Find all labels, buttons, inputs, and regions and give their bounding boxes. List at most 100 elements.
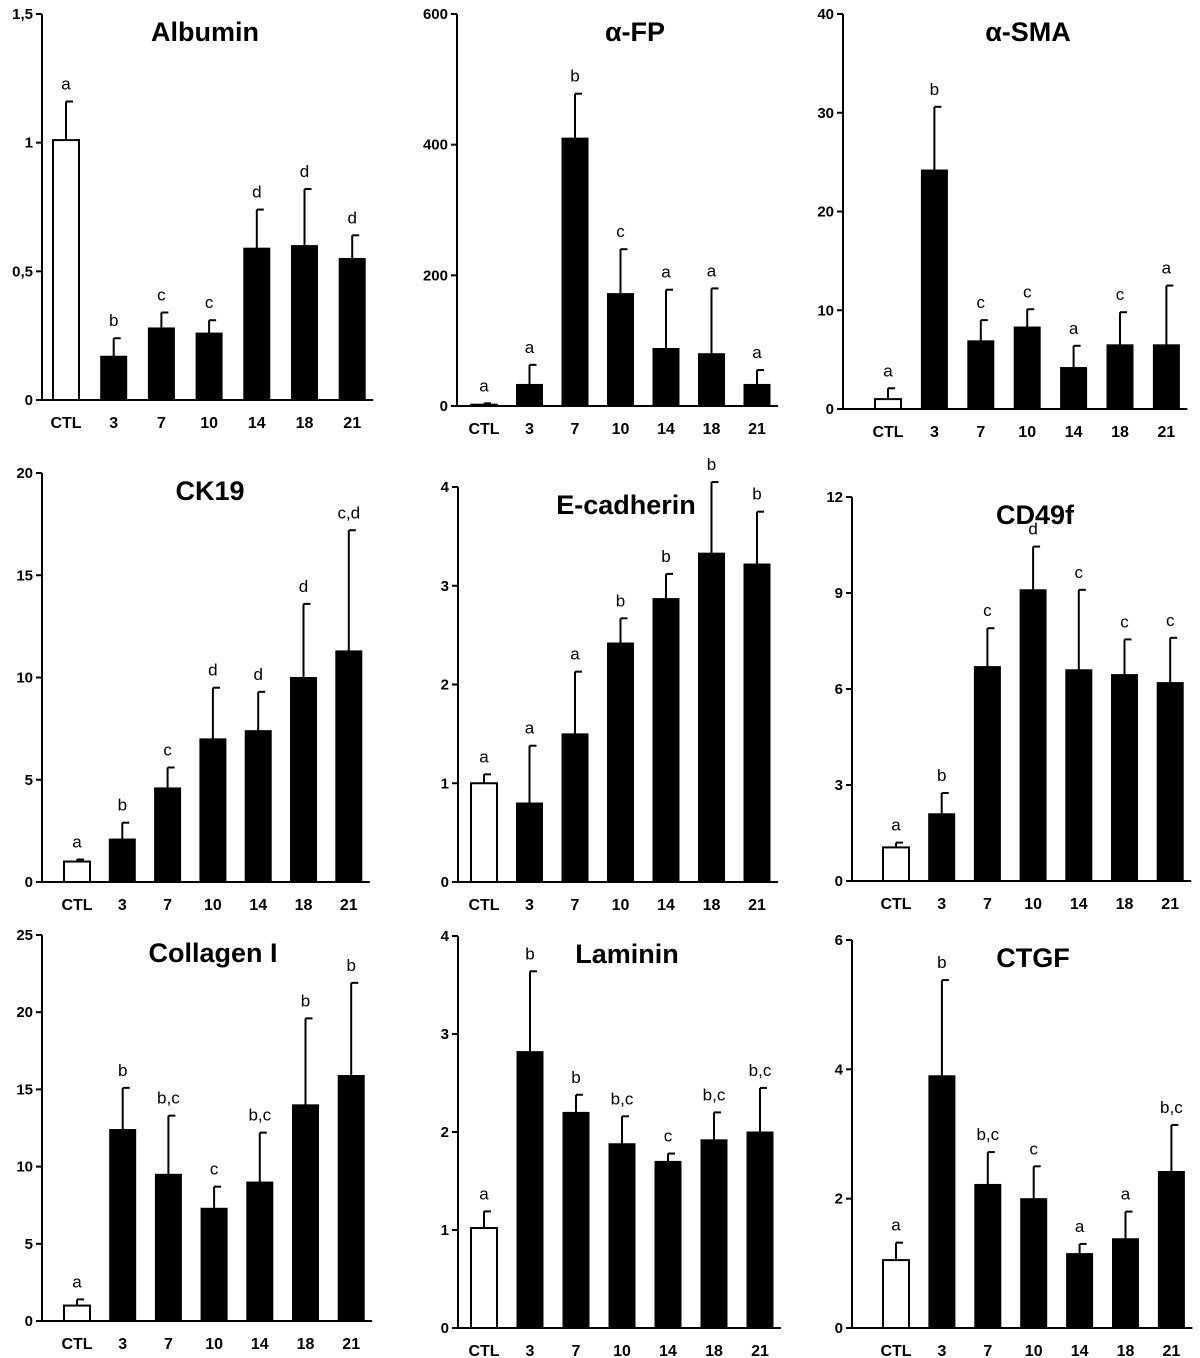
- bar: [338, 257, 366, 401]
- x-tick-label: 3: [118, 897, 127, 914]
- bar: [291, 245, 318, 401]
- significance-label: b: [661, 547, 670, 566]
- x-tick-label: CTL: [61, 897, 92, 914]
- x-tick-label: 14: [1070, 896, 1088, 913]
- x-tick-label: 3: [937, 896, 946, 913]
- bar: [928, 813, 956, 882]
- x-tick-label: 18: [1111, 424, 1129, 441]
- bar: [920, 169, 948, 410]
- y-tick-label: 0: [441, 1320, 449, 1337]
- bar: [100, 355, 128, 401]
- x-tick-label: 10: [613, 1343, 631, 1358]
- bar: [1106, 344, 1134, 410]
- significance-label: c: [163, 740, 172, 759]
- significance-label: a: [525, 719, 535, 738]
- significance-label: d: [347, 208, 356, 227]
- y-tick-label: 6: [835, 932, 843, 949]
- bar: [63, 860, 91, 883]
- y-tick-label: 0: [441, 874, 449, 891]
- significance-label: d: [1028, 520, 1037, 539]
- bar: [882, 1259, 910, 1329]
- bar: [973, 666, 1001, 882]
- significance-label: a: [525, 338, 535, 357]
- y-tick-label: 4: [441, 928, 450, 945]
- x-tick-label: 3: [930, 424, 939, 441]
- significance-label: a: [479, 747, 489, 766]
- x-tick-label: 21: [748, 897, 766, 914]
- significance-label: a: [891, 1216, 901, 1235]
- y-tick-label: 1: [25, 135, 33, 152]
- bar: [607, 293, 634, 407]
- y-tick-label: 10: [16, 670, 33, 687]
- bar: [562, 1111, 590, 1329]
- x-tick-label: 7: [163, 897, 172, 914]
- chart-title: CK19: [175, 476, 244, 506]
- x-tick-label: 18: [1116, 896, 1134, 913]
- bar: [967, 340, 995, 410]
- significance-label: b: [301, 991, 310, 1010]
- y-tick-label: 40: [817, 6, 834, 23]
- chart-title: Collagen I: [148, 938, 277, 968]
- x-tick-label: 10: [1024, 896, 1042, 913]
- chart-panel: CTGF 0 2 4 6 a CTL b 3 b,c 7 c 10 a 14 a 18 b,c 21: [835, 932, 1193, 1358]
- bar: [337, 1075, 365, 1322]
- significance-label: b,c: [976, 1125, 999, 1144]
- x-tick-label: 7: [976, 424, 985, 441]
- x-tick-label: 14: [249, 897, 267, 914]
- bar: [607, 642, 634, 883]
- significance-label: a: [707, 261, 717, 280]
- y-tick-label: 5: [25, 772, 33, 789]
- x-tick-label: 10: [612, 897, 630, 914]
- significance-label: a: [891, 816, 901, 835]
- y-tick-label: 2: [835, 1191, 843, 1208]
- chart-title: CD49f: [996, 500, 1075, 530]
- y-tick-label: 4: [835, 1061, 844, 1078]
- x-tick-label: 10: [205, 1336, 223, 1353]
- x-tick-label: 3: [525, 897, 534, 914]
- significance-label: a: [61, 74, 71, 93]
- bar: [470, 403, 498, 407]
- y-tick-label: 0: [835, 873, 843, 890]
- significance-label: a: [1162, 259, 1172, 278]
- x-tick-label: 14: [251, 1336, 269, 1353]
- x-tick-label: CTL: [880, 1343, 911, 1358]
- bar: [52, 139, 80, 402]
- x-tick-label: CTL: [872, 424, 903, 441]
- x-tick-label: 3: [937, 1343, 946, 1358]
- bar: [874, 398, 902, 410]
- chart-title: Laminin: [575, 939, 679, 969]
- significance-label: a: [479, 376, 489, 395]
- bar: [928, 1075, 956, 1329]
- significance-label: b: [118, 1061, 127, 1080]
- x-tick-label: 3: [525, 421, 534, 438]
- chart-title: E-cadherin: [556, 490, 696, 520]
- x-tick-label: 3: [118, 1336, 127, 1353]
- significance-label: c: [1120, 612, 1129, 631]
- x-tick-label: 14: [1065, 424, 1083, 441]
- bar: [652, 598, 680, 883]
- significance-label: b: [707, 455, 716, 474]
- significance-label: d: [252, 183, 261, 202]
- x-tick-label: 21: [751, 1343, 769, 1358]
- bar: [1157, 1171, 1185, 1329]
- y-tick-label: 0: [440, 398, 448, 415]
- bar: [700, 1139, 728, 1329]
- y-tick-label: 3: [835, 777, 843, 794]
- x-tick-label: 18: [705, 1343, 723, 1358]
- x-tick-label: 14: [657, 421, 675, 438]
- bar: [608, 1143, 636, 1329]
- y-tick-label: 0: [25, 1313, 33, 1330]
- bar: [335, 650, 363, 883]
- significance-label: d: [253, 665, 262, 684]
- x-tick-label: 18: [703, 421, 721, 438]
- x-tick-label: 21: [1161, 896, 1179, 913]
- bar: [652, 348, 680, 407]
- bar: [243, 247, 271, 401]
- x-tick-label: 10: [200, 415, 218, 432]
- y-tick-label: 1: [441, 775, 449, 792]
- chart-panel: α-FP 0 200 400 600 a CTL a 3 b 7 c 10 a 14 a 18 a 21: [423, 6, 778, 438]
- y-tick-label: 20: [16, 1004, 33, 1021]
- significance-label: c,d: [337, 503, 360, 522]
- bar: [698, 353, 725, 407]
- significance-label: b: [571, 1068, 580, 1087]
